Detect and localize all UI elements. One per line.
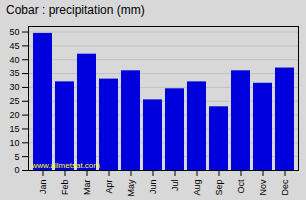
svg-text:35: 35 [9,68,19,78]
svg-text:45: 45 [9,41,19,51]
svg-text:Aug: Aug [192,180,202,196]
svg-text:25: 25 [9,96,19,106]
html-text:Cobar : precipitation (mm): Cobar : precipitation (mm) [6,3,145,17]
svg-text:www.allmetsat.com: www.allmetsat.com [31,161,101,170]
svg-text:15: 15 [9,124,19,134]
svg-text:Dec: Dec [280,179,290,196]
svg-text:Jul: Jul [170,180,180,192]
svg-text:Oct: Oct [236,179,246,194]
svg-text:Jun: Jun [148,180,158,195]
svg-text:Nov: Nov [258,179,268,196]
svg-text:50: 50 [9,27,19,37]
svg-text:30: 30 [9,82,19,92]
svg-text:May: May [126,179,136,197]
svg-text:20: 20 [9,110,19,120]
svg-text:40: 40 [9,55,19,65]
svg-text:Feb: Feb [60,180,70,196]
svg-text:Mar: Mar [82,179,92,195]
svg-text:5: 5 [14,152,19,162]
svg-text:10: 10 [9,138,19,148]
svg-text:Apr: Apr [104,180,114,194]
svg-text:Sep: Sep [214,180,224,196]
svg-text:0: 0 [14,165,19,175]
svg-text:Jan: Jan [38,180,48,195]
